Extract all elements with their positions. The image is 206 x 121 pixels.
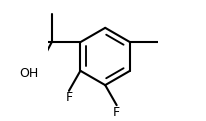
- Text: OH: OH: [19, 67, 38, 80]
- Text: F: F: [113, 106, 120, 119]
- Text: F: F: [65, 91, 73, 104]
